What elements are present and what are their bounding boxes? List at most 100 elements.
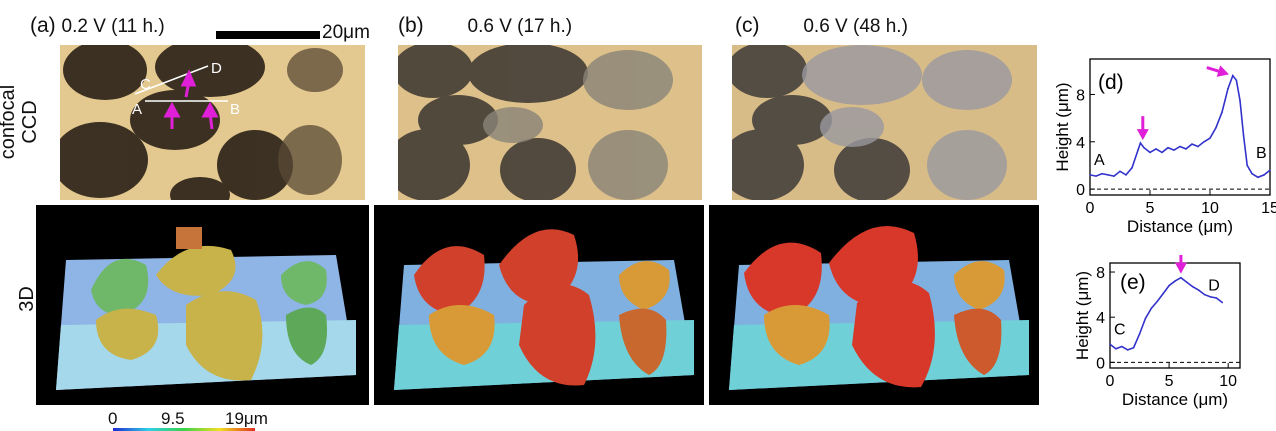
marker-b: B [230, 101, 240, 118]
data-point [1119, 170, 1121, 173]
height-profile-chart-cd: 0 5 10 0 4 8 Distance (μm) Height (μm) (e) C D [1073, 255, 1241, 409]
endpoint-label-end: D [1208, 278, 1220, 295]
data-point [1179, 145, 1181, 148]
data-point [1173, 149, 1175, 151]
y-axis-label: Height (μm) [1073, 271, 1092, 360]
panel-b-condition: 0.6 V (17 h.) [467, 16, 573, 37]
x-tick-label: 5 [1146, 200, 1155, 217]
data-point [1185, 148, 1187, 150]
height-profile-line [1089, 73, 1271, 179]
y-axis-label: Height (μm) [1053, 82, 1072, 171]
arrow-marker [201, 101, 219, 118]
data-point [1197, 145, 1199, 148]
data-point [1139, 142, 1142, 144]
data-point [1132, 346, 1135, 349]
y-tick-label: 8 [1076, 87, 1085, 104]
panel-b-label: (b) [398, 14, 424, 37]
ccd-image-a: C D A B [60, 45, 365, 200]
marker-d: D [211, 60, 222, 77]
data-point [1186, 281, 1188, 283]
data-point [1215, 126, 1217, 129]
data-point [1137, 149, 1139, 151]
data-point [1089, 174, 1091, 176]
data-point [1121, 345, 1123, 348]
panel-e-label: (e) [1120, 271, 1146, 294]
panel-c-label: (c) [735, 14, 760, 37]
data-point [1180, 276, 1182, 279]
y-tick-label: 8 [1096, 265, 1105, 282]
panel-a-title: (a) 0.2 V (11 h.) [30, 14, 165, 38]
panel-d-label: (d) [1098, 71, 1124, 94]
marker-c: C [140, 76, 151, 93]
data-point [1167, 146, 1169, 149]
profile-line-cd [134, 65, 209, 95]
data-point [1191, 143, 1193, 145]
x-tick-label: 10 [1201, 200, 1219, 217]
x-tick-label: 0 [1106, 373, 1115, 390]
marker-a: A [132, 101, 142, 118]
plot-frame [1109, 262, 1241, 369]
endpoint-label-start: A [1094, 152, 1105, 169]
data-point [1138, 333, 1141, 335]
data-point [1131, 167, 1133, 169]
colorbar-tick-max: 19μm [225, 409, 268, 428]
data-point [1191, 285, 1194, 288]
data-point [1203, 140, 1205, 143]
data-point [1209, 296, 1212, 298]
data-point [1143, 146, 1145, 149]
height-profile-chart-ab: 0 5 10 15 0 4 8 Distance (μm) Height (μm) (d) A B [1053, 58, 1276, 236]
surface-3d-c [709, 205, 1039, 405]
x-axis-label: Distance (μm) [1127, 217, 1233, 236]
data-point [1149, 151, 1151, 154]
data-point [1227, 87, 1229, 90]
panel-a-condition: 0.2 V (11 h.) [61, 16, 165, 37]
data-point [1115, 348, 1117, 350]
data-point [1168, 284, 1170, 287]
data-point [1113, 175, 1115, 177]
data-point [1235, 79, 1238, 82]
x-axis-label: Distance (μm) [1122, 390, 1228, 409]
data-point [1251, 172, 1253, 175]
arrow-marker [163, 101, 181, 118]
height-profile-line [1109, 276, 1223, 351]
row-label-confocal: confocal CCD [0, 77, 41, 167]
data-point [1095, 175, 1097, 177]
x-tick-label: 10 [1219, 373, 1237, 390]
endpoint-label-start: C [1114, 321, 1126, 338]
data-point [1174, 280, 1176, 282]
row-label-confocal-line1: confocal [0, 84, 19, 160]
data-point [1209, 137, 1211, 140]
y-tick-label: 0 [1096, 355, 1105, 372]
arrow-marker [180, 69, 197, 87]
row-label-3d: 3D [16, 286, 38, 312]
scalebar [216, 31, 320, 39]
endpoint-label-end: B [1256, 145, 1267, 162]
y-tick-label: 4 [1076, 135, 1085, 152]
ccd-image-c [732, 45, 1037, 200]
panel-b-title: (b) 0.6 V (17 h.) [398, 14, 572, 38]
data-point [1155, 148, 1157, 150]
surface-3d-a [36, 205, 369, 405]
data-point [1203, 293, 1206, 296]
row-label-confocal-line2: CCD [19, 100, 41, 144]
data-point [1126, 349, 1129, 351]
y-tick-label: 0 [1076, 182, 1085, 199]
data-point [1144, 317, 1147, 320]
arrow-head [1216, 65, 1229, 77]
ccd-image-b [398, 45, 702, 200]
data-point [1269, 169, 1271, 171]
colorbar-tick-mid: 9.5 [161, 409, 185, 428]
panel-c-condition: 0.6 V (48 h.) [803, 16, 908, 37]
data-point [1197, 289, 1200, 291]
colorbar [113, 428, 255, 431]
panel-c-title: (c) 0.6 V (48 h.) [735, 14, 908, 38]
data-point [1263, 174, 1265, 176]
data-point [1246, 164, 1248, 167]
data-point [1125, 174, 1127, 176]
data-point [1221, 301, 1224, 304]
surface-3d-b [374, 205, 704, 405]
data-point [1221, 111, 1223, 114]
data-point [1239, 99, 1241, 102]
data-point [1109, 343, 1111, 346]
colorbar-tick-0: 0 [108, 409, 118, 428]
